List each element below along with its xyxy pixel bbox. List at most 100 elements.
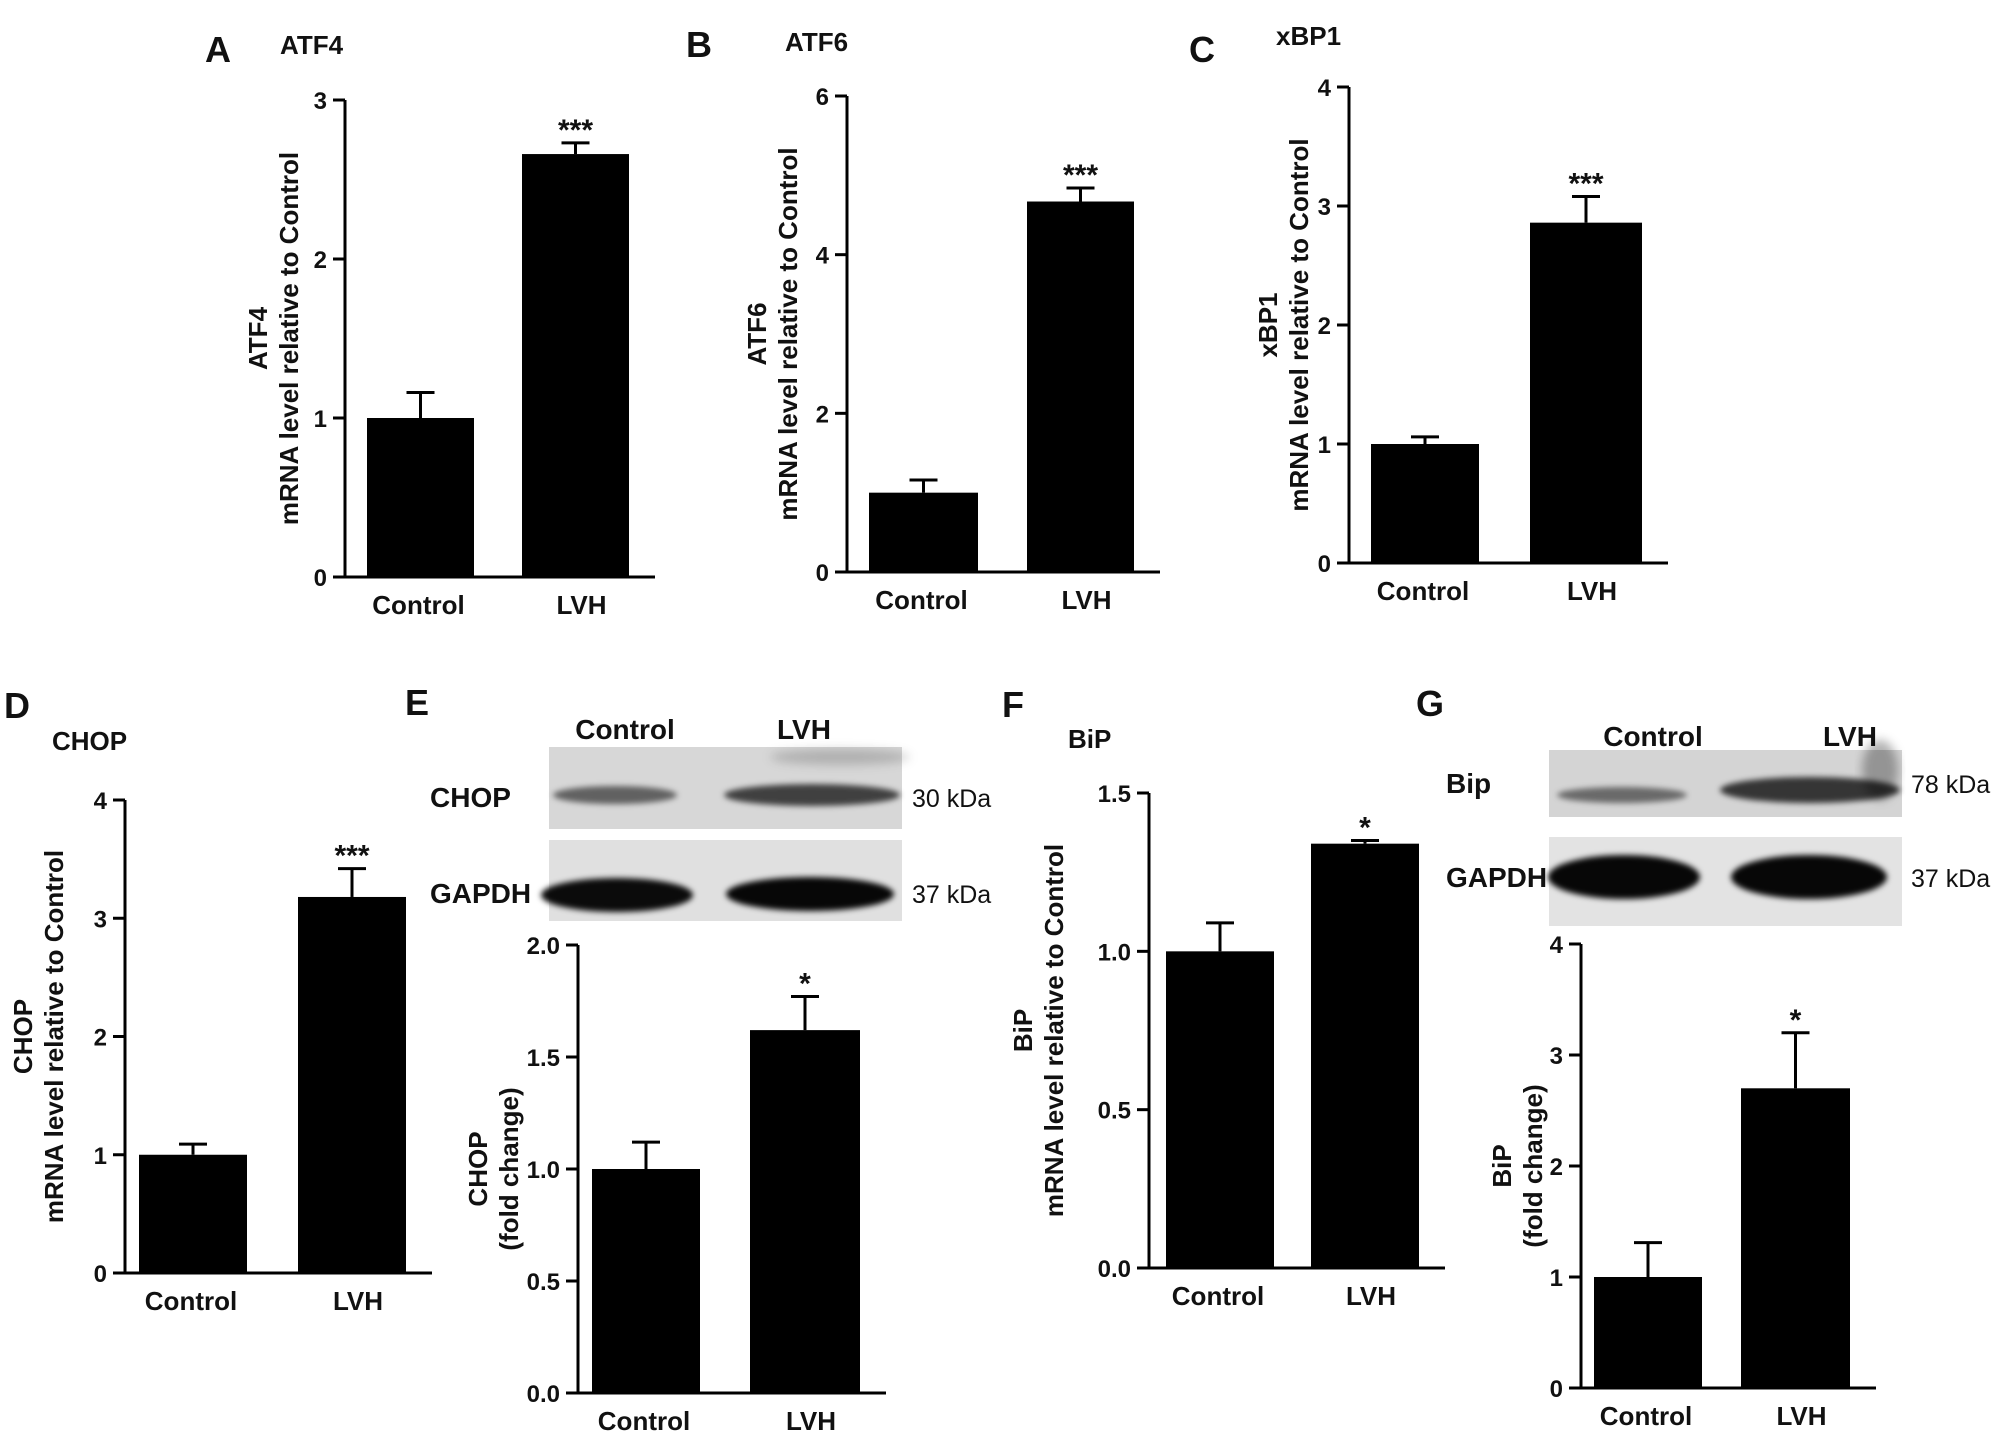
y-tick-label: 2.0 bbox=[527, 933, 560, 960]
blot-column-label: Control bbox=[575, 714, 675, 745]
y-tick-label: 1.0 bbox=[1098, 939, 1131, 966]
blot-band bbox=[1720, 777, 1900, 803]
panel-title: CHOP bbox=[52, 726, 127, 756]
significance-marker: * bbox=[1359, 812, 1371, 845]
panel-title: xBP1 bbox=[1276, 21, 1341, 51]
x-category-label: LVH bbox=[786, 1406, 836, 1434]
significance-marker: * bbox=[1790, 1004, 1802, 1037]
panel-title: BiP bbox=[1068, 724, 1111, 754]
y-tick-label: 6 bbox=[816, 84, 829, 111]
blot-column-label: Control bbox=[1603, 721, 1703, 752]
y-axis-label: (fold change) bbox=[1518, 1084, 1548, 1247]
bar-control bbox=[1594, 1277, 1702, 1388]
x-category-label: Control bbox=[145, 1286, 237, 1316]
blot-kda-label: 78 kDa bbox=[1911, 771, 1990, 799]
y-tick-label: 0 bbox=[94, 1261, 107, 1288]
panel-title: ATF4 bbox=[280, 30, 344, 60]
blot-band bbox=[770, 749, 910, 765]
bar-control bbox=[1371, 444, 1479, 563]
panel-title: ATF6 bbox=[785, 27, 848, 57]
panel-g: G 0 1 2 3 4 BiP (fold change) Control LVH * bbox=[1416, 683, 1876, 1431]
blot-column-label: LVH bbox=[1823, 721, 1877, 752]
blot-kda-label: 37 kDa bbox=[912, 881, 991, 909]
blot-band bbox=[1862, 740, 1898, 800]
x-category-label: Control bbox=[598, 1406, 690, 1434]
blot-row-label: CHOP bbox=[430, 782, 511, 813]
y-axis-label: ATF4 bbox=[243, 306, 273, 370]
panel-letter: B bbox=[686, 24, 712, 65]
bar-control bbox=[367, 418, 474, 577]
panel-letter: E bbox=[405, 682, 429, 723]
blot-e: Control LVH CHOP 30 kDa GAPDH 37 kDa bbox=[430, 714, 991, 921]
blot-kda-label: 37 kDa bbox=[1911, 865, 1990, 893]
bar-lvh bbox=[1027, 201, 1134, 572]
y-tick-label: 0.5 bbox=[527, 1269, 560, 1296]
blot-band bbox=[553, 786, 677, 804]
bar-lvh bbox=[750, 1030, 860, 1393]
blot-column-label: LVH bbox=[777, 714, 831, 745]
significance-marker: *** bbox=[558, 114, 593, 147]
y-tick-label: 1 bbox=[314, 406, 327, 433]
significance-marker: *** bbox=[1568, 167, 1603, 200]
y-axis-label: CHOP bbox=[463, 1131, 493, 1206]
y-tick-label: 3 bbox=[1318, 194, 1331, 221]
blot-band bbox=[1731, 855, 1887, 899]
y-axis-label: xBP1 bbox=[1253, 292, 1283, 357]
bar-lvh bbox=[1311, 843, 1419, 1268]
blot-band bbox=[1548, 855, 1700, 899]
y-tick-label: 3 bbox=[1550, 1043, 1563, 1070]
y-tick-label: 1.5 bbox=[1098, 781, 1131, 808]
y-axis-label: mRNA level relative to Control bbox=[274, 152, 304, 525]
y-tick-label: 0 bbox=[816, 560, 829, 587]
y-tick-label: 1 bbox=[1318, 432, 1331, 459]
y-tick-label: 2 bbox=[816, 401, 829, 428]
y-axis-label: mRNA level relative to Control bbox=[773, 147, 803, 520]
x-category-label: Control bbox=[1377, 576, 1469, 606]
blot-row-label: GAPDH bbox=[1446, 862, 1547, 893]
y-tick-label: 2 bbox=[314, 247, 327, 274]
y-tick-label: 0 bbox=[1318, 551, 1331, 578]
x-category-label: LVH bbox=[556, 590, 606, 620]
blot-band bbox=[726, 877, 894, 911]
bar-control bbox=[1166, 951, 1274, 1268]
bar-control bbox=[592, 1169, 700, 1393]
x-category-label: LVH bbox=[1061, 585, 1111, 615]
blot-band bbox=[724, 784, 900, 806]
panel-letter: C bbox=[1189, 29, 1215, 70]
y-tick-label: 2 bbox=[94, 1025, 107, 1052]
blot-band bbox=[1557, 787, 1687, 803]
y-tick-label: 4 bbox=[1318, 75, 1332, 102]
panel-letter: F bbox=[1002, 684, 1024, 725]
bar-lvh bbox=[1741, 1088, 1850, 1388]
significance-marker: *** bbox=[1063, 159, 1098, 192]
y-tick-label: 0.0 bbox=[1098, 1256, 1131, 1283]
y-axis-label: BiP bbox=[1487, 1144, 1517, 1187]
bar-control bbox=[139, 1154, 247, 1273]
bar-lvh bbox=[298, 896, 406, 1273]
y-tick-label: 4 bbox=[94, 788, 108, 815]
y-tick-label: 2 bbox=[1550, 1154, 1563, 1181]
bar-control bbox=[869, 492, 978, 572]
y-tick-label: 4 bbox=[1550, 932, 1564, 959]
y-tick-label: 0.0 bbox=[527, 1381, 560, 1408]
blot-strip bbox=[549, 747, 910, 829]
blot-g: Control LVH Bip 78 kDa GAPDH 37 kDa bbox=[1446, 721, 1990, 926]
x-category-label: LVH bbox=[1567, 576, 1617, 606]
x-category-label: Control bbox=[372, 590, 464, 620]
blot-strip bbox=[1548, 837, 1902, 926]
x-category-label: Control bbox=[1172, 1281, 1264, 1311]
y-axis-label: mRNA level relative to Control bbox=[39, 850, 69, 1223]
y-tick-label: 3 bbox=[314, 88, 327, 115]
x-category-label: LVH bbox=[1346, 1281, 1396, 1311]
y-axis-label: CHOP bbox=[8, 999, 38, 1074]
panel-letter: G bbox=[1416, 683, 1444, 724]
y-tick-label: 1 bbox=[1550, 1265, 1563, 1292]
y-tick-label: 4 bbox=[816, 243, 830, 270]
blots-layer: Control LVH CHOP 30 kDa GAPDH 37 kDa Control LV… bbox=[430, 714, 1990, 926]
x-category-label: Control bbox=[875, 585, 967, 615]
blot-row-label: Bip bbox=[1446, 768, 1491, 799]
y-tick-label: 1 bbox=[94, 1143, 107, 1170]
